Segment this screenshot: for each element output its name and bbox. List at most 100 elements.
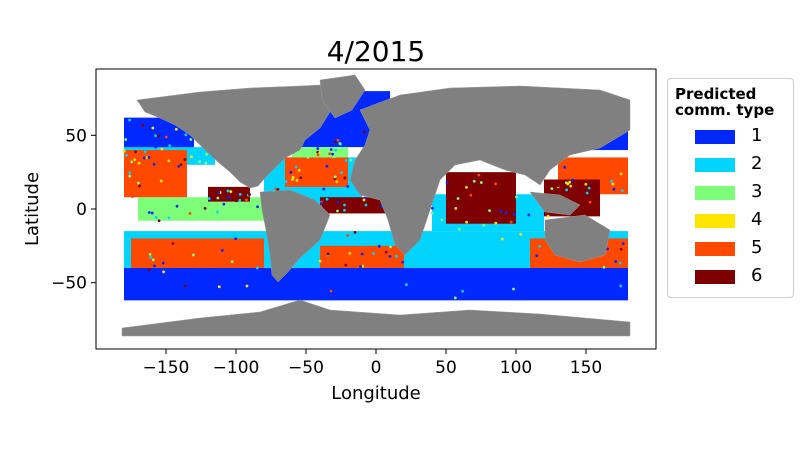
- scatter-point: [289, 170, 293, 174]
- scatter-point: [348, 251, 352, 255]
- scatter-point: [621, 242, 625, 246]
- scatter-point: [167, 216, 171, 220]
- scatter-point: [336, 200, 340, 204]
- scatter-point: [431, 206, 434, 210]
- y-axis: −50 0 50: [51, 126, 96, 294]
- scatter-point: [453, 296, 457, 300]
- scatter-point: [248, 193, 251, 196]
- scatter-point: [153, 264, 156, 268]
- scatter-point: [384, 250, 388, 254]
- greenland-land: [319, 74, 366, 119]
- south-america-land: [259, 189, 331, 283]
- scatter-point: [332, 248, 335, 252]
- scatter-point: [556, 184, 560, 188]
- scatter-point: [161, 261, 165, 265]
- scatter-point: [137, 181, 140, 185]
- scatter-point: [565, 162, 569, 166]
- scatter-point: [306, 156, 310, 159]
- legend: Predicted comm. type 1 2 3 4 5 6: [667, 78, 794, 298]
- legend-label: 4: [751, 209, 763, 230]
- scatter-point: [535, 254, 539, 257]
- scatter-point: [515, 195, 518, 199]
- scatter-point: [190, 155, 193, 159]
- scatter-point: [139, 124, 142, 128]
- legend-swatch: [695, 158, 735, 172]
- scatter-point: [372, 98, 375, 102]
- scatter-point: [138, 184, 142, 188]
- scatter-point: [332, 155, 336, 159]
- scatter-point: [614, 260, 618, 263]
- scatter-point: [325, 164, 329, 168]
- x-tick-label: 150: [570, 358, 602, 378]
- scatter-point: [152, 162, 156, 166]
- scatter-point: [189, 138, 193, 141]
- legend-entry-6: 6: [695, 265, 790, 287]
- scatter-point: [325, 197, 329, 201]
- scatter-point: [245, 198, 248, 202]
- region-type-6-17: [208, 186, 250, 202]
- scatter-point: [585, 191, 589, 195]
- scatter-point: [154, 215, 158, 219]
- region-type-5-11: [285, 157, 348, 187]
- scatter-point: [160, 147, 164, 151]
- scatter-point: [320, 202, 324, 205]
- scatter-point: [157, 219, 161, 223]
- x-axis-label: Longitude: [331, 383, 421, 404]
- scatter-point: [340, 171, 343, 174]
- scatter-point: [329, 289, 333, 293]
- legend-label: 2: [751, 153, 763, 174]
- scatter-point: [594, 183, 598, 187]
- scatter-point: [128, 174, 132, 178]
- scatter-point: [184, 133, 188, 137]
- scatter-point: [509, 220, 513, 224]
- scatter-point: [125, 153, 129, 157]
- scatter-point: [204, 257, 208, 261]
- scatter-point: [548, 181, 552, 184]
- eurasia-africa-land: [349, 85, 631, 256]
- legend-label: 6: [751, 265, 763, 286]
- scatter-point: [230, 260, 234, 264]
- scatter-point: [349, 158, 353, 162]
- scatter-point: [150, 211, 154, 215]
- scatter-point: [141, 123, 145, 127]
- scatter-point: [318, 259, 322, 263]
- scatter-point: [619, 284, 623, 288]
- scatter-point: [465, 220, 468, 224]
- scatter-point: [128, 171, 132, 175]
- scatter-point: [128, 118, 131, 122]
- scatter-point: [147, 211, 151, 214]
- scatter-point: [457, 227, 461, 231]
- scatter-point: [445, 181, 449, 185]
- scatter-point: [398, 288, 402, 292]
- scatter-point: [405, 283, 408, 286]
- scatter-point: [157, 134, 161, 138]
- scatter-point: [389, 245, 392, 249]
- scatter-point: [175, 204, 179, 208]
- scatter-point: [602, 265, 606, 269]
- scatter-point: [343, 203, 346, 207]
- scatter-point: [148, 252, 152, 256]
- scatter-point: [499, 209, 503, 213]
- scatter-point: [198, 160, 201, 164]
- scatter-point: [512, 287, 515, 291]
- x-axis: −150 −100 −50 0 50 100 150: [143, 349, 602, 378]
- scatter-point: [331, 168, 335, 172]
- scatter-point: [204, 161, 208, 165]
- scatter-point: [216, 196, 220, 200]
- scatter-point: [334, 148, 338, 152]
- scatter-point: [366, 200, 369, 204]
- scatter-point: [484, 212, 488, 216]
- y-tick-label: 0: [76, 200, 87, 220]
- scatter-point: [500, 237, 504, 241]
- scatter-point: [610, 179, 613, 183]
- region-type-3-8: [138, 197, 264, 221]
- scatter-point: [359, 265, 362, 268]
- scatter-point: [351, 247, 355, 251]
- scatter-point: [234, 237, 238, 241]
- scatter-point: [569, 184, 573, 188]
- legend-swatch: [695, 130, 735, 144]
- scatter-point: [346, 185, 350, 188]
- scatter-point: [177, 164, 181, 168]
- scatter-point: [492, 215, 496, 219]
- scatter-point: [343, 208, 346, 212]
